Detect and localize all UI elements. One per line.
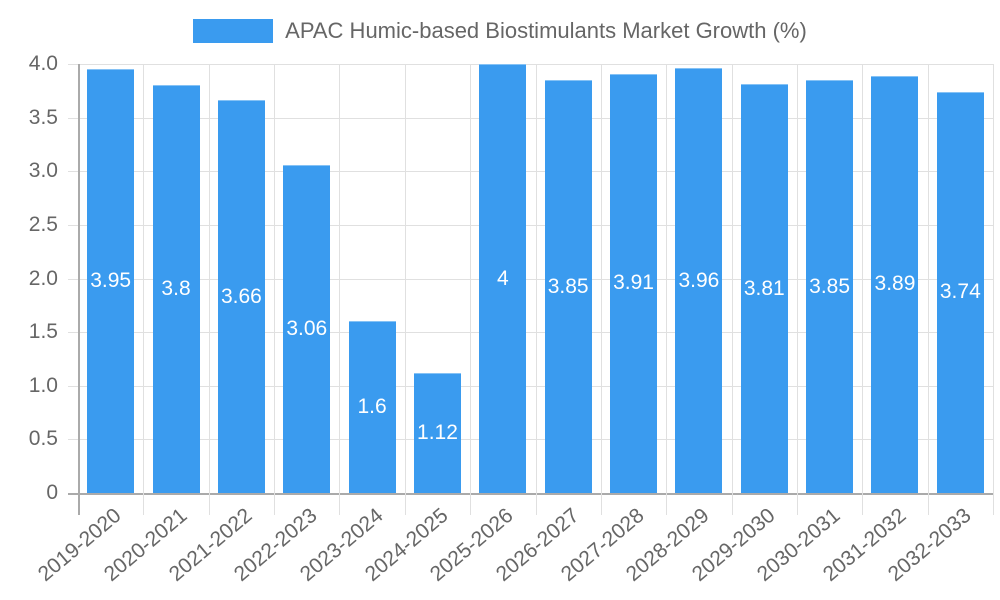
bar-value-label: 4 xyxy=(496,266,509,290)
x-gridline xyxy=(209,64,210,515)
y-tick-label: 3.0 xyxy=(28,159,58,183)
y-tick-label: 0.5 xyxy=(28,427,58,451)
bar[interactable] xyxy=(936,91,984,493)
bar-value-label: 3.96 xyxy=(678,268,720,292)
y-tick-label: 1.0 xyxy=(28,373,58,397)
x-gridline xyxy=(666,64,667,515)
y-tick-label: 1.5 xyxy=(28,320,58,344)
bar-value-label: 3.95 xyxy=(90,269,132,293)
bar[interactable] xyxy=(871,75,919,493)
bar[interactable] xyxy=(479,64,527,493)
x-gridline xyxy=(405,64,406,515)
y-gridline xyxy=(68,439,993,440)
y-axis-line xyxy=(78,64,80,515)
bar[interactable] xyxy=(348,321,396,493)
bar[interactable] xyxy=(217,100,265,493)
y-gridline xyxy=(68,386,993,387)
bar-value-label: 1.6 xyxy=(357,395,387,419)
y-tick-label: 2.0 xyxy=(28,266,58,290)
x-gridline xyxy=(536,64,537,515)
bar[interactable] xyxy=(610,73,658,493)
x-gridline xyxy=(470,64,471,515)
bar-value-label: 3.89 xyxy=(874,272,916,296)
y-gridline xyxy=(68,225,993,226)
legend-label: APAC Humic-based Biostimulants Market Gr… xyxy=(285,18,807,43)
bar-value-label: 3.85 xyxy=(809,274,851,298)
legend[interactable]: APAC Humic-based Biostimulants Market Gr… xyxy=(0,18,1000,44)
bar[interactable] xyxy=(675,68,723,493)
bar[interactable] xyxy=(87,69,135,493)
y-tick-label: 0 xyxy=(46,481,58,504)
bar-value-label: 3.85 xyxy=(547,274,589,298)
bar[interactable] xyxy=(806,80,854,493)
y-gridline xyxy=(68,171,993,172)
y-tick-label: 2.5 xyxy=(28,212,58,236)
y-gridline xyxy=(68,64,993,65)
bar-value-label: 3.66 xyxy=(220,284,262,308)
x-gridline xyxy=(928,64,929,515)
x-gridline xyxy=(732,64,733,515)
bar-value-label: 3.8 xyxy=(161,277,191,301)
y-gridline xyxy=(68,332,993,333)
y-gridline xyxy=(68,279,993,280)
x-gridline xyxy=(339,64,340,515)
bar-value-label: 3.06 xyxy=(286,316,328,340)
bar-value-label: 1.12 xyxy=(417,420,458,444)
y-gridline xyxy=(68,493,993,495)
bar[interactable] xyxy=(152,85,200,493)
x-gridline xyxy=(797,64,798,515)
bar-value-label: 3.81 xyxy=(743,276,785,300)
bar-value-label: 3.91 xyxy=(613,271,654,295)
x-gridline xyxy=(993,64,994,515)
x-gridline xyxy=(143,64,144,515)
bar[interactable] xyxy=(544,80,592,493)
bar[interactable] xyxy=(283,164,331,493)
y-gridline xyxy=(68,118,993,119)
y-tick-label: 4.0 xyxy=(28,52,58,75)
bar-value-label: 3.74 xyxy=(939,280,981,304)
x-gridline xyxy=(601,64,602,515)
x-gridline xyxy=(274,64,275,515)
legend-swatch xyxy=(193,19,274,43)
bar[interactable] xyxy=(740,84,788,493)
y-tick-label: 3.5 xyxy=(28,105,58,129)
bar[interactable] xyxy=(413,372,461,493)
x-gridline xyxy=(862,64,863,515)
